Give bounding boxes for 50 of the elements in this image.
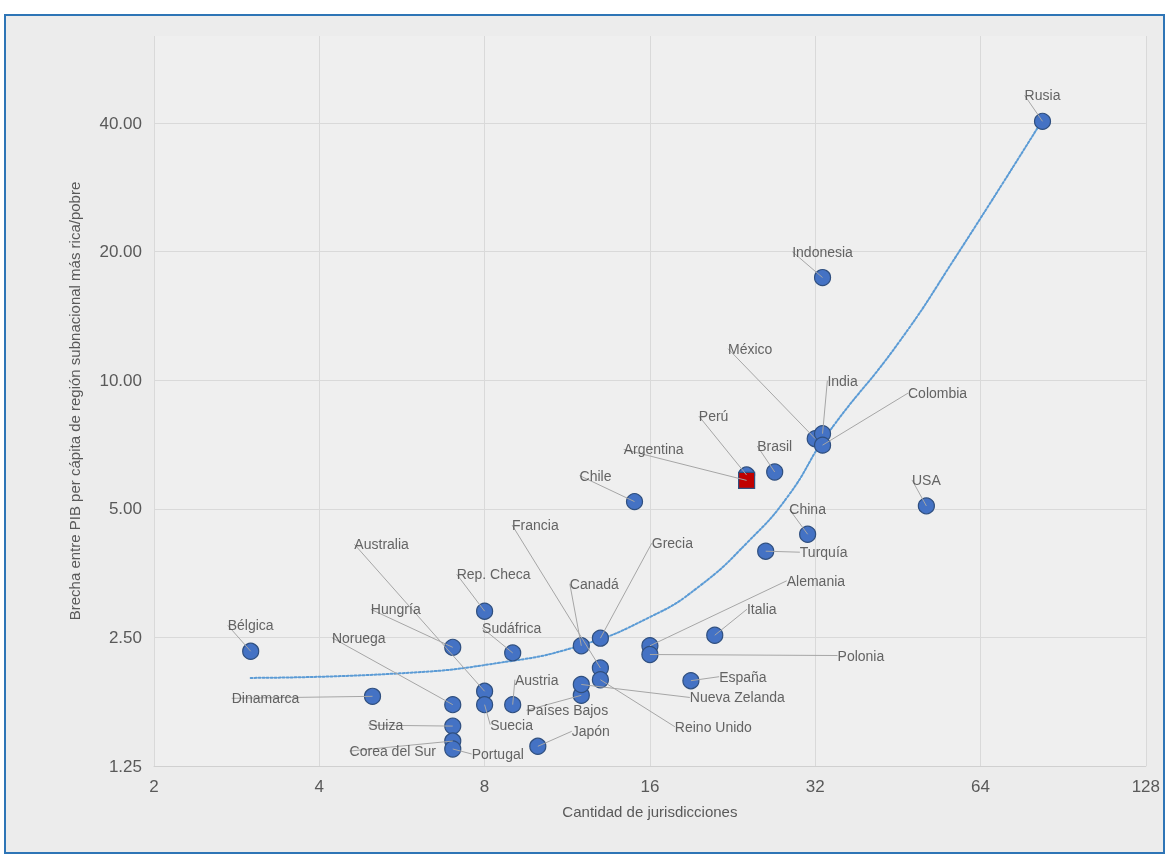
annotation: Austria — [514, 671, 559, 688]
annotation: Rep. Checa — [456, 566, 531, 583]
y-tick-label: 20.00 — [99, 242, 142, 262]
annotation: Reino Unido — [674, 718, 753, 735]
x-tick-label: 128 — [1131, 777, 1161, 796]
annotation: Suiza — [368, 717, 404, 734]
annotation: Brasil — [757, 437, 793, 454]
y-tick-label: 10.00 — [99, 370, 142, 390]
annotation: Japón — [571, 723, 610, 740]
x-tick-label: 2 — [149, 777, 159, 796]
annotation: Italia — [746, 601, 777, 618]
x-tick-label: 32 — [805, 777, 825, 796]
annotation: India — [827, 372, 858, 389]
annotation: Países Bajos — [526, 702, 609, 719]
annotation: Bélgica — [227, 617, 274, 634]
x-tick-label: 64 — [971, 777, 990, 796]
annotation: Rusia — [1024, 87, 1061, 104]
annotation: Grecia — [651, 535, 694, 552]
annotation: Turquía — [799, 544, 848, 561]
annotation: Argentina — [623, 441, 684, 458]
y-tick-label: 5.00 — [108, 499, 142, 519]
annotation: Corea del Sur — [349, 743, 437, 760]
x-tick-label: 16 — [640, 777, 660, 796]
annotation: Dinamarca — [231, 690, 300, 707]
annotation: Chile — [579, 467, 612, 484]
y-tick-label: 40.00 — [99, 113, 142, 133]
annotation: Alemania — [786, 572, 846, 589]
annotation: Portugal — [471, 746, 524, 762]
x-tick-label: 4 — [314, 777, 325, 796]
annotation: Suecia — [490, 716, 534, 733]
annotation: México — [728, 340, 773, 357]
annotation: España — [719, 668, 767, 685]
x-axis-title: Cantidad de jurisdicciones — [562, 803, 738, 820]
y-tick-label: 1.25 — [108, 756, 142, 776]
annotation: Canadá — [569, 575, 620, 592]
annotation: China — [789, 501, 827, 518]
annotation: Colombia — [907, 385, 968, 402]
x-tick-label: 8 — [479, 777, 490, 796]
annotation: Perú — [698, 408, 729, 425]
y-axis-title: Brecha entre PIB per cápita de región subnacional más rica/pobre — [66, 181, 83, 621]
y-tick-label: 2.50 — [108, 627, 142, 647]
annotation: Francia — [512, 517, 559, 534]
annotation: Nueva Zelanda — [689, 689, 785, 706]
annotation: Hungría — [370, 601, 421, 618]
annotation: Indonesia — [792, 243, 854, 260]
annotation: Noruega — [331, 629, 386, 646]
annotation: USA — [911, 471, 942, 488]
annotation: Australia — [354, 536, 410, 553]
annotation: Sudáfrica — [482, 619, 542, 636]
annotation: Polonia — [837, 647, 885, 664]
